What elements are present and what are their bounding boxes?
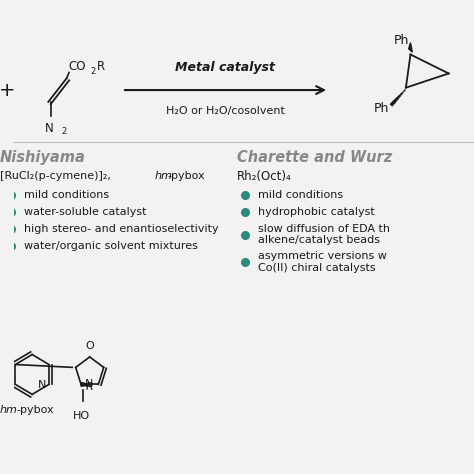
Text: N: N [84,379,93,389]
Text: [RuCl₂(p-cymene)]₂,: [RuCl₂(p-cymene)]₂, [0,171,114,182]
Text: H₂O or H₂O/cosolvent: H₂O or H₂O/cosolvent [166,106,285,117]
Text: mild conditions: mild conditions [24,190,109,201]
Text: Ph: Ph [374,101,389,115]
Text: O: O [85,341,94,351]
Text: 2: 2 [91,67,96,76]
Text: N: N [38,380,46,391]
Polygon shape [409,43,412,52]
Text: N: N [45,122,54,135]
Text: slow diffusion of EDA th
alkene/catalyst beads: slow diffusion of EDA th alkene/catalyst… [258,224,390,246]
Text: Nishiyama: Nishiyama [0,150,86,165]
Text: R: R [97,60,105,73]
Text: water-soluble catalyst: water-soluble catalyst [24,207,146,218]
Text: high stereo- and enantioselectivity: high stereo- and enantioselectivity [24,224,219,235]
Text: +: + [0,81,15,100]
Text: CO: CO [68,60,86,73]
Text: asymmetric versions w
Co(II) chiral catalysts: asymmetric versions w Co(II) chiral cata… [258,251,387,273]
Text: hydrophobic catalyst: hydrophobic catalyst [258,207,374,218]
Text: 2: 2 [61,127,66,136]
Text: -pybox: -pybox [168,171,206,182]
Text: Metal catalyst: Metal catalyst [175,61,275,74]
Text: Charette and Wurz: Charette and Wurz [237,150,392,165]
Text: -pybox: -pybox [16,405,54,415]
Polygon shape [81,383,91,386]
Text: hm: hm [0,405,18,415]
Text: hm: hm [154,171,172,182]
Text: HO: HO [73,411,90,421]
Text: R: R [86,382,93,392]
Text: water/organic solvent mixtures: water/organic solvent mixtures [24,241,198,252]
Text: Rh₂(Oct)₄: Rh₂(Oct)₄ [237,170,292,183]
Text: mild conditions: mild conditions [258,190,343,201]
Text: Ph: Ph [393,34,409,47]
